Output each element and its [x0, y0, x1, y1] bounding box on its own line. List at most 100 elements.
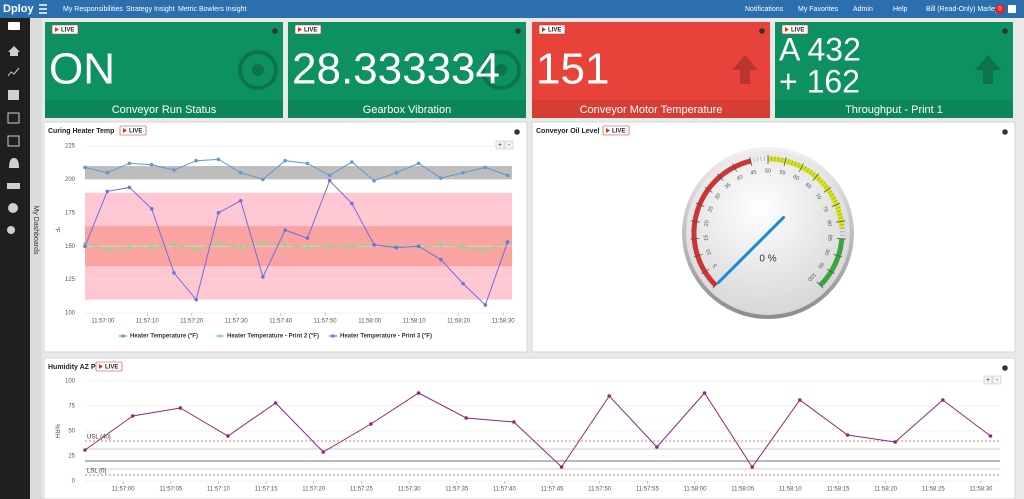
- data-point: [439, 243, 443, 247]
- nav-link[interactable]: My Responsibilities: [63, 6, 123, 13]
- gauge-minor-tick: [694, 210, 700, 213]
- tile-icon: [732, 55, 758, 84]
- gauge-minor-tick: [715, 176, 719, 181]
- y-tick-label: 100: [65, 311, 76, 317]
- gauge-band: [691, 158, 752, 288]
- zoom-button[interactable]: [495, 140, 505, 150]
- menu-icon[interactable]: [39, 4, 47, 14]
- apps-icon[interactable]: [1008, 5, 1016, 13]
- zoom-button[interactable]: [983, 375, 993, 385]
- gauge-tick-label: 95: [816, 261, 824, 269]
- data-point: [461, 281, 465, 286]
- legend-label[interactable]: Heater Temperature - Print 3 (°F): [340, 334, 432, 340]
- legend-dot: [218, 334, 222, 338]
- gauge-minor-tick: [823, 278, 828, 283]
- data-point: [261, 241, 265, 246]
- data-point: [750, 465, 754, 469]
- nav-link[interactable]: Notifications: [745, 6, 784, 13]
- limit-label: LSL (0): [87, 469, 106, 475]
- tile-value: ON: [49, 45, 115, 94]
- gauge-minor-tick: [753, 157, 755, 163]
- zoom-button[interactable]: [504, 140, 514, 150]
- nav-link[interactable]: Bill (Read-Only) Marley: [926, 6, 999, 13]
- gauge-minor-tick: [698, 200, 703, 203]
- icon[interactable]: [8, 46, 20, 56]
- data-point: [273, 401, 278, 405]
- dashboard-strip[interactable]: [30, 18, 42, 499]
- info-icon[interactable]: [759, 28, 765, 34]
- gauge-minor-tick: [817, 176, 821, 181]
- gauge-tick-label: 40: [736, 174, 744, 182]
- gauge-minor-tick: [824, 184, 829, 189]
- nav-link[interactable]: Strategy Insight: [126, 6, 175, 13]
- gauge-minor-tick: [707, 184, 712, 189]
- live-badge: [781, 24, 809, 35]
- icon[interactable]: [8, 22, 20, 30]
- y-tick-label: 25: [68, 454, 75, 460]
- gauge-minor-tick: [692, 245, 698, 247]
- data-point: [83, 244, 87, 248]
- legend-label[interactable]: Heater Temperature - Print 2 (°F): [227, 334, 319, 340]
- y-tick-label: 175: [65, 210, 76, 216]
- x-tick-label: 11:57:20: [302, 487, 326, 493]
- gauge-minor-tick: [811, 172, 816, 177]
- gauge-tick-label: 25: [707, 205, 715, 213]
- icon[interactable]: [7, 112, 20, 124]
- data-point: [607, 394, 612, 398]
- icon[interactable]: [7, 183, 20, 189]
- x-tick-label: 11:57:40: [493, 487, 517, 493]
- gauge-minor-tick: [691, 224, 697, 226]
- gauge-band: [818, 238, 845, 288]
- gauge-tick-label: 20: [704, 220, 711, 227]
- sidebar-label[interactable]: My Dashboards: [32, 205, 39, 255]
- nav-link[interactable]: Admin: [853, 6, 873, 13]
- nav-link[interactable]: Metric Bowlers Insight: [178, 6, 247, 13]
- x-tick-label: 11:58:05: [731, 487, 755, 493]
- info-icon[interactable]: [1002, 365, 1008, 371]
- x-tick-label: 11:57:30: [398, 487, 422, 493]
- icon[interactable]: [7, 67, 20, 77]
- icon[interactable]: [8, 203, 18, 213]
- nav-link[interactable]: Help: [893, 6, 908, 13]
- gauge-minor-tick: [739, 161, 742, 167]
- tile-value: 28.333334: [292, 45, 500, 94]
- x-tick-label: 11:58:15: [827, 487, 851, 493]
- data-point: [238, 170, 243, 175]
- info-icon[interactable]: [515, 28, 521, 34]
- icon[interactable]: [7, 226, 15, 234]
- gauge-tick-label: 85: [826, 235, 832, 242]
- live-text: LIVE: [61, 27, 74, 33]
- x-tick-label: 11:57:10: [136, 319, 160, 325]
- gauge-minor-tick: [708, 278, 713, 283]
- nav-link[interactable]: My Favorites: [798, 6, 839, 13]
- gauge-minor-tick: [791, 160, 794, 165]
- info-icon[interactable]: [514, 129, 520, 135]
- info-icon[interactable]: [272, 28, 278, 34]
- gauge-minor-tick: [829, 193, 835, 197]
- sidebar-icons[interactable]: [7, 22, 20, 234]
- live-icon: [99, 364, 103, 369]
- tile-footer: [45, 100, 283, 118]
- x-tick-label: 11:57:05: [159, 487, 183, 493]
- gauge-minor-tick: [698, 264, 704, 268]
- icon[interactable]: [7, 135, 20, 147]
- icon[interactable]: [9, 158, 19, 168]
- info-icon[interactable]: [1002, 28, 1008, 34]
- gauge-minor-tick: [697, 261, 703, 264]
- data-point: [372, 243, 376, 247]
- zoom-button[interactable]: [992, 375, 1002, 385]
- y-tick-label: 50: [68, 429, 75, 435]
- gauge-minor-tick: [736, 162, 739, 168]
- data-point: [130, 414, 135, 418]
- top-bar: [0, 0, 1024, 18]
- gauge-minor-tick: [827, 273, 832, 277]
- gauge-minor-tick: [710, 181, 715, 186]
- series-line: [84, 179, 509, 306]
- legend-label[interactable]: Heater Temperature (°F): [130, 334, 198, 340]
- icon[interactable]: [8, 90, 19, 100]
- info-icon[interactable]: [1002, 129, 1008, 135]
- gauge-minor-tick: [839, 241, 845, 243]
- logo: Dploy: [3, 3, 34, 15]
- gauge-tick-label: 70: [814, 193, 822, 201]
